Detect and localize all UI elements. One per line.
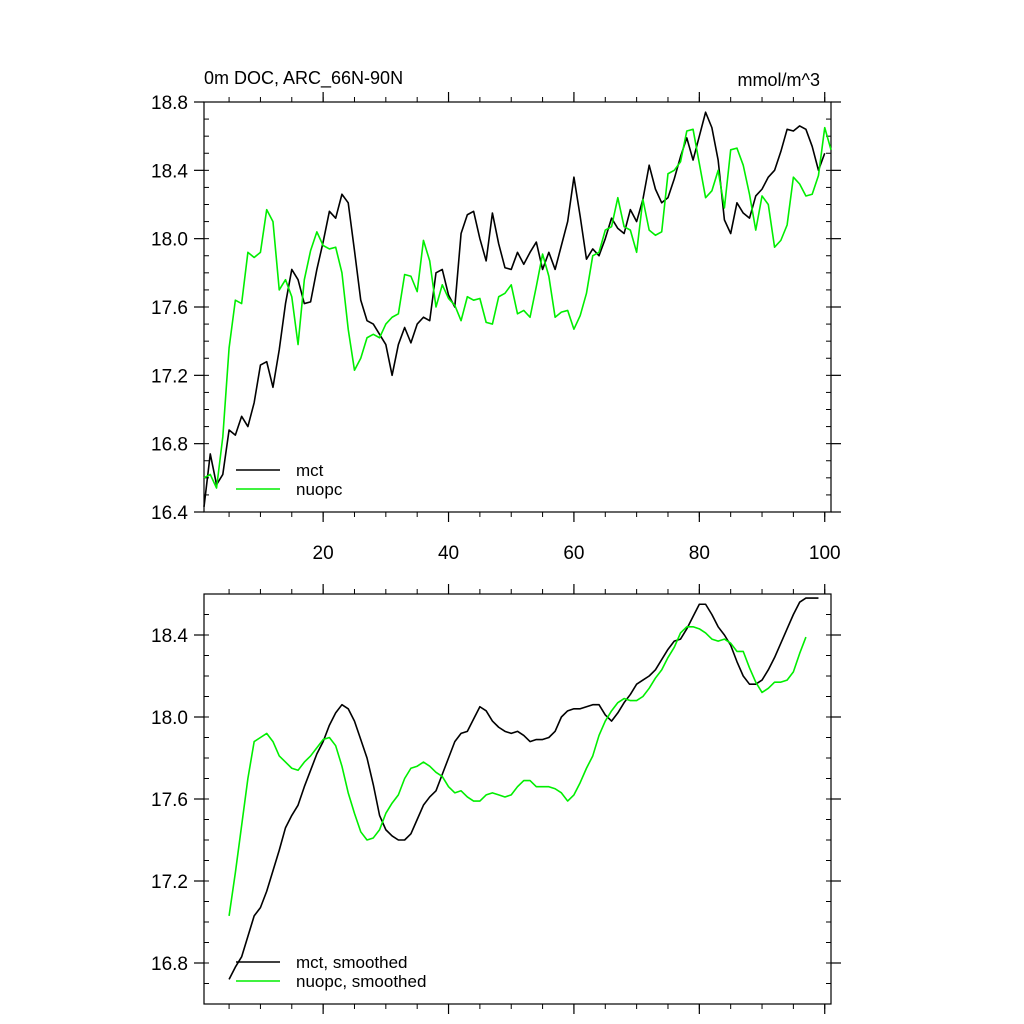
legend-label-nuopc-smoothed: nuopc, smoothed xyxy=(296,972,426,991)
top-chart-units: mmol/m^3 xyxy=(738,70,820,90)
top-y-tick-label: 16.8 xyxy=(151,435,188,456)
top-y-tick-label: 16.4 xyxy=(151,503,188,524)
legend-label-mct: mct xyxy=(296,461,324,480)
top-x-tick-label: 20 xyxy=(313,543,334,564)
bottom-y-tick-label: 17.2 xyxy=(151,872,188,893)
top-y-tick-label: 18.8 xyxy=(151,93,188,114)
top-x-tick-label: 40 xyxy=(438,543,459,564)
top-y-tick-label: 17.2 xyxy=(151,366,188,387)
series-line-mct xyxy=(203,111,826,507)
top-series-lines xyxy=(203,111,832,507)
top-chart-title: 0m DOC, ARC_66N-90N xyxy=(204,68,403,89)
legend-label-mct-smoothed: mct, smoothed xyxy=(296,953,408,972)
bottom-series-lines xyxy=(228,597,819,980)
top-legend: mct nuopc xyxy=(236,461,343,499)
top-panel: 0m DOC, ARC_66N-90N mmol/m^3 16.4 16.8 17.… xyxy=(151,68,841,564)
legend-label-nuopc: nuopc xyxy=(296,480,343,499)
series-line-nuopc xyxy=(203,126,832,489)
bottom-axis-ticks: 16.8 17.2 17.6 18.0 18.4 xyxy=(151,584,841,1014)
top-axis-ticks: 16.4 16.8 17.2 17.6 18.0 18.4 18.8 20 40 60 80 100 xyxy=(151,92,841,564)
top-y-tick-label: 17.6 xyxy=(151,298,188,319)
bottom-plot-frame xyxy=(203,593,832,1005)
bottom-y-tick-label: 18.4 xyxy=(151,626,188,647)
top-y-tick-label: 18.0 xyxy=(151,230,188,251)
top-x-tick-label: 80 xyxy=(689,543,710,564)
bottom-y-tick-label: 16.8 xyxy=(151,954,188,975)
top-y-tick-label: 18.4 xyxy=(151,161,188,182)
series-line-nuopc-smoothed xyxy=(228,625,807,916)
top-x-tick-label: 60 xyxy=(563,543,584,564)
bottom-y-tick-label: 18.0 xyxy=(151,708,188,729)
series-line-mct-smoothed xyxy=(228,597,819,980)
bottom-y-tick-label: 17.6 xyxy=(151,790,188,811)
top-x-tick-label: 100 xyxy=(809,543,841,564)
bottom-legend: mct, smoothed nuopc, smoothed xyxy=(236,953,426,991)
bottom-panel: 16.8 17.2 17.6 18.0 18.4 mct, smoothed nuopc… xyxy=(151,584,841,1014)
top-plot-frame xyxy=(203,101,832,513)
